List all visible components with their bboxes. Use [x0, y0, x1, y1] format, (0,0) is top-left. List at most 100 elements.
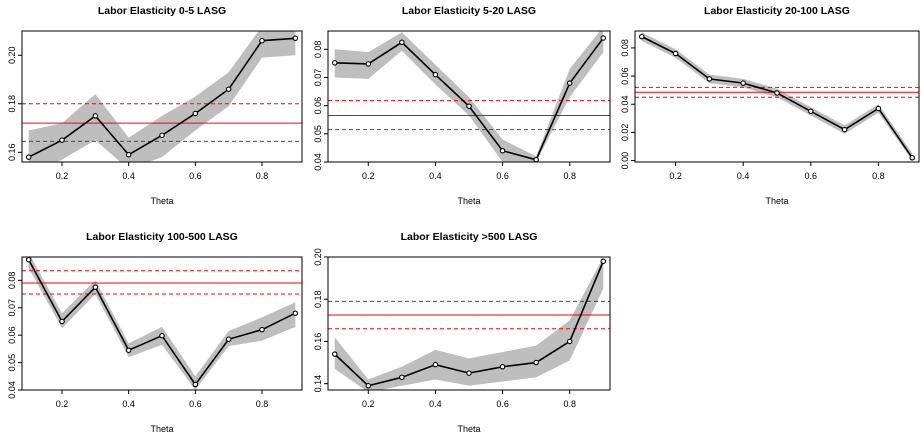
data-point — [875, 105, 882, 112]
chart-panel-4: 0.2 0.4 0.6 0.8 0.04 0.05 0.06 0.07 0.08 Labor El… — [7, 231, 303, 434]
data-point — [774, 90, 780, 96]
x-tick-label: 0.6 — [189, 399, 202, 409]
plot-frame — [634, 30, 920, 163]
data-point — [365, 61, 372, 67]
data-point — [909, 155, 915, 161]
data-point — [259, 326, 265, 333]
y-tick-label: 0.05 — [313, 125, 323, 143]
y-tick-label: 0.04 — [620, 95, 630, 113]
data-point — [59, 137, 65, 143]
data-point — [125, 347, 132, 353]
data-point — [365, 383, 372, 389]
x-tick-label: 0.8 — [256, 399, 269, 409]
y-tick-label: 0.00 — [620, 152, 630, 170]
x-tick-label: 0.2 — [362, 171, 375, 181]
data-point — [399, 39, 405, 46]
x-axis-label: Theta — [150, 424, 173, 434]
data-point — [225, 336, 232, 343]
x-tick-label: 0.8 — [256, 171, 269, 181]
x-tick-label: 0.6 — [496, 171, 509, 181]
y-tick-label: 0.14 — [313, 375, 323, 393]
y-tick-label: 0.05 — [7, 354, 17, 372]
plot-area — [22, 257, 302, 390]
y-tick-label: 0.04 — [313, 153, 323, 171]
x-axis-label: Theta — [765, 196, 788, 206]
plot-area — [22, 31, 302, 162]
confidence-band — [334, 31, 604, 162]
x-tick-label: 0.8 — [563, 399, 576, 409]
plot-area — [635, 32, 919, 161]
data-point — [499, 364, 506, 370]
data-point — [533, 359, 539, 366]
x-tick-label: 0.4 — [737, 171, 750, 181]
data-point — [566, 80, 573, 86]
x-tick-label: 0.4 — [429, 171, 442, 181]
y-tick-label: 0.07 — [313, 69, 323, 87]
data-point — [292, 310, 299, 316]
data-point — [706, 76, 713, 82]
y-tick-label: 0.08 — [7, 272, 17, 290]
chart-title: Labor Elasticity >500 LASG — [401, 231, 538, 243]
x-tick-label: 0.2 — [362, 399, 375, 409]
x-axis-label: Theta — [457, 196, 480, 206]
y-tick-label: 0.07 — [7, 299, 17, 317]
x-axis-label: Theta — [150, 196, 173, 206]
data-point — [92, 113, 99, 119]
y-tick-label: 0.20 — [7, 46, 17, 64]
data-point — [331, 351, 338, 357]
data-point — [192, 381, 199, 388]
plot-frame — [21, 256, 303, 391]
chart-panel-1: 0.2 0.4 0.6 0.8 0.16 0.18 0.20 Labor Elasticity… — [7, 5, 303, 206]
chart-panel-2: 0.2 0.4 0.6 0.8 0.04 0.05 0.06 0.07 0.08 Labor El… — [313, 5, 611, 206]
y-tick-label: 0.06 — [7, 326, 17, 344]
x-tick-label: 0.2 — [56, 171, 69, 181]
data-point — [600, 258, 607, 264]
x-tick-label: 0.8 — [563, 171, 576, 181]
data-point — [600, 35, 607, 41]
data-point — [92, 284, 99, 290]
data-point — [59, 318, 65, 325]
plot-frame — [327, 256, 611, 391]
chart-title: Labor Elasticity 100-500 LASG — [86, 231, 238, 243]
x-tick-label: 0.6 — [496, 399, 509, 409]
data-point — [432, 71, 439, 78]
data-point — [25, 154, 32, 160]
chart-title: Labor Elasticity 0-5 LASG — [98, 5, 226, 17]
plot-area — [328, 31, 610, 162]
plot-frame — [21, 30, 303, 163]
chart-panel-5: 0.2 0.4 0.6 0.8 0.14 0.16 0.18 0.20 Labor Elasti… — [313, 231, 611, 434]
y-tick-label: 0.20 — [313, 248, 323, 266]
data-point — [740, 80, 746, 86]
data-point — [159, 332, 165, 339]
y-tick-label: 0.18 — [7, 95, 17, 113]
data-point — [259, 37, 265, 44]
data-point — [225, 86, 232, 92]
plot-area — [328, 257, 610, 390]
y-tick-label: 0.08 — [620, 39, 630, 57]
x-tick-label: 0.4 — [122, 171, 135, 181]
data-point — [25, 257, 32, 263]
x-tick-label: 0.2 — [56, 399, 69, 409]
x-axis-label: Theta — [457, 424, 480, 434]
confidence-band — [641, 32, 913, 161]
y-tick-label: 0.04 — [7, 381, 17, 399]
data-point — [399, 374, 405, 381]
data-point — [292, 35, 299, 42]
x-tick-label: 0.6 — [805, 171, 818, 181]
data-point — [566, 338, 573, 345]
data-point — [499, 147, 506, 154]
chart-title: Labor Elasticity 20-100 LASG — [704, 5, 850, 17]
data-point — [159, 132, 165, 139]
y-tick-label: 0.06 — [620, 67, 630, 85]
data-point — [192, 110, 199, 117]
y-tick-label: 0.02 — [620, 124, 630, 142]
chart-title: Labor Elasticity 5-20 LASG — [402, 5, 536, 17]
x-tick-label: 0.4 — [429, 399, 442, 409]
y-tick-label: 0.18 — [313, 290, 323, 308]
data-point — [533, 156, 539, 162]
y-tick-label: 0.08 — [313, 41, 323, 59]
data-point — [672, 50, 679, 57]
confidence-band — [28, 31, 296, 162]
chart-panel-3: 0.2 0.4 0.6 0.8 0.00 0.02 0.04 0.06 0.08 Labor El… — [620, 5, 920, 206]
